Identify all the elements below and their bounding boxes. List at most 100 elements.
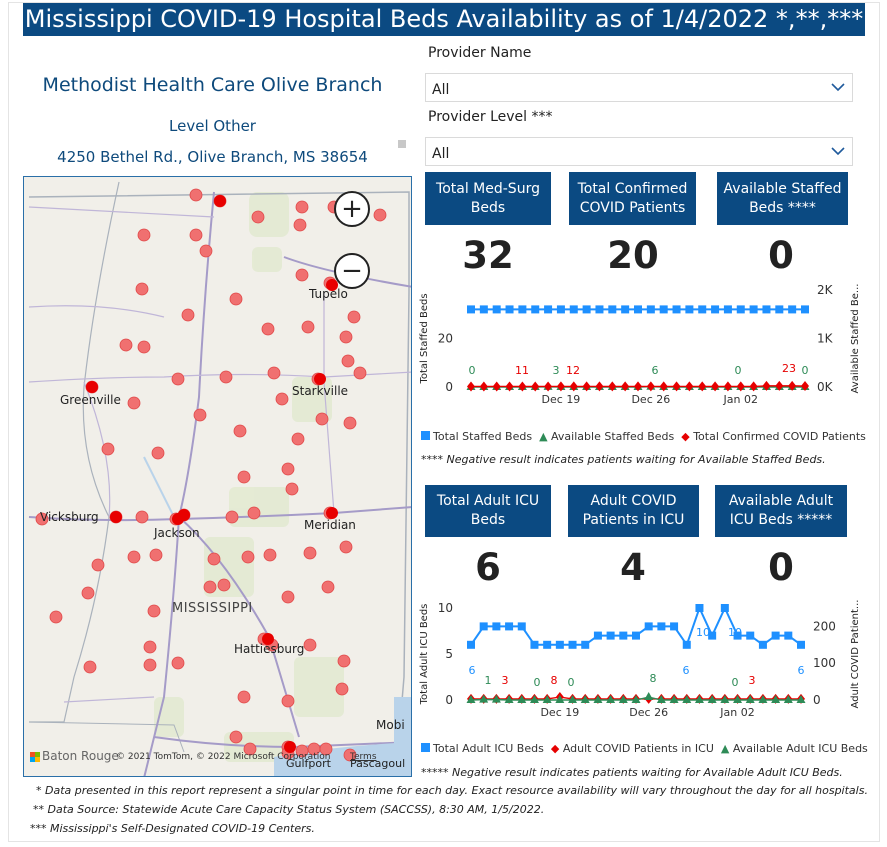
hospital-marker[interactable]: [171, 372, 185, 386]
hospital-marker[interactable]: [81, 586, 95, 600]
hospital-marker[interactable]: [293, 218, 307, 232]
hospital-marker[interactable]: [321, 580, 335, 594]
hospital-marker[interactable]: [285, 482, 299, 496]
hospital-marker[interactable]: [267, 366, 281, 380]
hospital-marker[interactable]: [137, 228, 151, 242]
y-right-tick-label: 0K: [817, 380, 834, 394]
hospital-marker[interactable]: [233, 424, 247, 438]
data-label: 1: [485, 674, 492, 687]
hospital-marker[interactable]: [303, 638, 317, 652]
selected-hospital-marker[interactable]: [110, 511, 122, 523]
hospital-marker[interactable]: [229, 730, 243, 744]
hospital-marker[interactable]: [281, 462, 295, 476]
data-point: [530, 640, 539, 649]
hospital-marker[interactable]: [127, 396, 141, 410]
hospital-marker[interactable]: [281, 694, 295, 708]
selected-hospital-marker[interactable]: [314, 373, 326, 385]
selected-hospital-marker[interactable]: [326, 279, 338, 291]
hospital-marker[interactable]: [127, 550, 141, 564]
hospital-marker[interactable]: [343, 748, 357, 762]
map-terms-link[interactable]: Terms: [350, 752, 377, 762]
hospital-marker[interactable]: [339, 540, 353, 554]
hospital-marker[interactable]: [189, 188, 203, 202]
data-point: [698, 305, 707, 314]
hospital-marker[interactable]: [181, 308, 195, 322]
hospital-marker[interactable]: [119, 338, 133, 352]
hospital-marker[interactable]: [319, 742, 333, 756]
provider-level-dropdown[interactable]: All: [425, 137, 853, 166]
zoom-in-button[interactable]: +: [334, 191, 370, 227]
hospital-marker[interactable]: [347, 310, 361, 324]
data-point: [736, 381, 745, 392]
hospital-marker[interactable]: [295, 200, 309, 214]
hospital-marker[interactable]: [147, 604, 161, 618]
hospital-marker[interactable]: [189, 228, 203, 242]
hospital-marker[interactable]: [295, 268, 309, 282]
hospital-marker[interactable]: [263, 548, 277, 562]
zoom-out-button[interactable]: −: [334, 253, 370, 289]
hospital-marker[interactable]: [251, 210, 265, 224]
hospital-map[interactable]: + − Tupelo Greenville Starkville Vicksbu…: [23, 176, 412, 777]
hospital-marker[interactable]: [91, 558, 105, 572]
y-left-tick-label: 20: [438, 332, 453, 346]
hospital-marker[interactable]: [335, 682, 349, 696]
hospital-marker[interactable]: [373, 208, 387, 222]
data-point: [467, 381, 475, 392]
hospital-marker[interactable]: [341, 354, 355, 368]
hospital-marker[interactable]: [199, 244, 213, 258]
data-point: [698, 381, 707, 392]
data-point: [771, 695, 781, 703]
hospital-marker[interactable]: [275, 392, 289, 406]
hospital-marker[interactable]: [301, 320, 315, 334]
hospital-marker[interactable]: [303, 546, 317, 560]
data-point: [797, 640, 805, 649]
hospital-marker[interactable]: [207, 552, 221, 566]
resize-handle[interactable]: [398, 140, 406, 148]
hospital-marker[interactable]: [149, 548, 163, 562]
hospital-marker[interactable]: [143, 658, 157, 672]
hospital-marker[interactable]: [281, 590, 295, 604]
hospital-marker[interactable]: [83, 660, 97, 674]
hospital-marker[interactable]: [261, 322, 275, 336]
hospital-marker[interactable]: [101, 442, 115, 456]
hospital-marker[interactable]: [339, 330, 353, 344]
hospital-marker[interactable]: [35, 512, 49, 526]
hospital-marker[interactable]: [217, 578, 231, 592]
hospital-marker[interactable]: [203, 580, 217, 594]
hospital-marker[interactable]: [49, 610, 63, 624]
hospital-marker[interactable]: [135, 510, 149, 524]
hospital-marker[interactable]: [337, 654, 351, 668]
selected-hospital-marker[interactable]: [262, 633, 274, 645]
hospital-marker[interactable]: [243, 742, 257, 756]
hospital-marker[interactable]: [291, 432, 305, 446]
hospital-marker[interactable]: [237, 690, 251, 704]
data-point: [556, 305, 565, 314]
hospital-marker[interactable]: [343, 416, 357, 430]
data-point: [491, 694, 501, 703]
selected-hospital-marker[interactable]: [284, 741, 296, 753]
hospital-marker[interactable]: [143, 640, 157, 654]
selected-hospital-marker[interactable]: [86, 381, 98, 393]
provider-name-dropdown[interactable]: All: [425, 73, 853, 102]
hospital-marker[interactable]: [137, 340, 151, 354]
hospital-marker[interactable]: [193, 408, 207, 422]
selected-hospital-marker[interactable]: [326, 507, 338, 519]
hospital-marker[interactable]: [353, 366, 367, 380]
beds-trend-chart: Total Staffed Beds Available Staffed Be..…: [419, 283, 861, 406]
data-point: [518, 381, 527, 392]
hospital-marker[interactable]: [171, 656, 185, 670]
hospital-marker[interactable]: [315, 412, 329, 426]
hospital-marker[interactable]: [219, 370, 233, 384]
hospital-marker[interactable]: [151, 446, 165, 460]
selected-hospital-marker[interactable]: [178, 509, 190, 521]
y-right-tick-label: 100: [813, 656, 836, 670]
hospital-marker[interactable]: [229, 292, 243, 306]
hospital-marker[interactable]: [135, 282, 149, 296]
hospital-marker[interactable]: [225, 510, 239, 524]
hospital-marker[interactable]: [241, 550, 255, 564]
hospital-marker[interactable]: [247, 506, 261, 520]
hospital-marker[interactable]: [237, 470, 251, 484]
selected-hospital-marker[interactable]: [214, 195, 226, 207]
x-tick-label: Jan 02: [719, 706, 754, 719]
data-point: [672, 305, 681, 314]
